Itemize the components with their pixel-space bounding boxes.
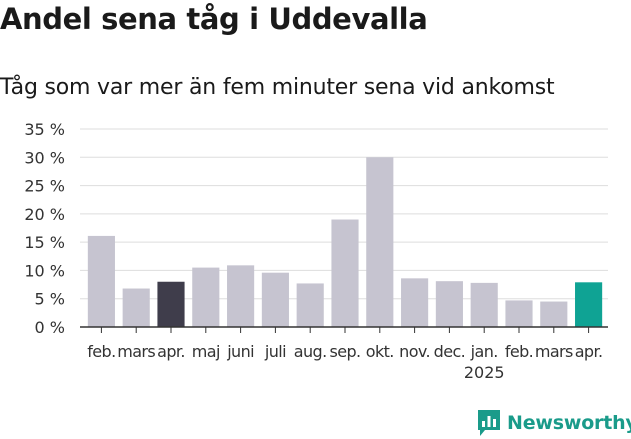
- x-tick-label: feb.: [505, 342, 533, 361]
- chart-subtitle: Tåg som var mer än fem minuter sena vid …: [0, 75, 555, 100]
- y-tick-label: 25 %: [24, 177, 65, 196]
- bar: [540, 301, 568, 327]
- bar: [157, 281, 185, 327]
- y-tick-label: 35 %: [24, 120, 65, 139]
- x-tick-label: dec.: [434, 342, 465, 361]
- x-tick-label: feb.: [87, 342, 115, 361]
- bar: [470, 282, 498, 327]
- bar: [122, 288, 150, 327]
- x-tick-labels: feb. mars apr. maj juni juli aug. sep. okt. nov. d…: [87, 342, 603, 382]
- x-tick-label: nov.: [399, 342, 430, 361]
- bar: [296, 283, 324, 327]
- bar-chart: 0 %5 %10 %15 %20 %25 %30 %35 % feb. mars a…: [24, 120, 608, 382]
- bar: [505, 300, 533, 327]
- bars: [87, 157, 603, 327]
- y-tick-label: 30 %: [24, 148, 65, 167]
- x-tick-marks: [100, 327, 590, 333]
- x-tick-label: mars: [535, 342, 573, 361]
- bar: [227, 265, 255, 327]
- brand-name: Newsworthy: [507, 412, 631, 434]
- bar: [401, 278, 429, 327]
- y-tick-label: 15 %: [24, 233, 65, 252]
- x-year-label: 2025: [464, 363, 505, 382]
- x-tick-label: aug.: [294, 342, 327, 361]
- x-tick-label: jan.: [470, 342, 498, 361]
- y-tick-label: 20 %: [24, 205, 65, 224]
- x-tick-label: okt.: [366, 342, 394, 361]
- bar-chart-icon: [478, 410, 500, 436]
- bar: [575, 282, 603, 327]
- bar: [331, 219, 359, 327]
- y-tick-labels: 0 % 5 % 10 % 15 % 20 % 25 % 30 % 35 %: [24, 120, 65, 337]
- bar: [261, 272, 289, 327]
- y-tick-label: 10 %: [24, 261, 65, 280]
- bar: [435, 281, 463, 327]
- chart-title: Andel sena tåg i Uddevalla: [0, 2, 428, 36]
- x-tick-label: mars: [117, 342, 155, 361]
- x-tick-label: juni: [226, 342, 254, 361]
- x-tick-label: juli: [264, 342, 286, 361]
- y-tick-label: 0 %: [35, 318, 65, 337]
- bar: [366, 157, 394, 327]
- x-tick-label: maj: [192, 342, 220, 361]
- y-tick-label: 5 %: [35, 290, 65, 309]
- x-tick-label: sep.: [329, 342, 360, 361]
- bar: [192, 267, 220, 327]
- bar: [87, 235, 115, 327]
- x-tick-label: apr.: [157, 342, 185, 361]
- x-tick-label: apr.: [575, 342, 603, 361]
- newsworthy-logo: Newsworthy: [476, 408, 631, 438]
